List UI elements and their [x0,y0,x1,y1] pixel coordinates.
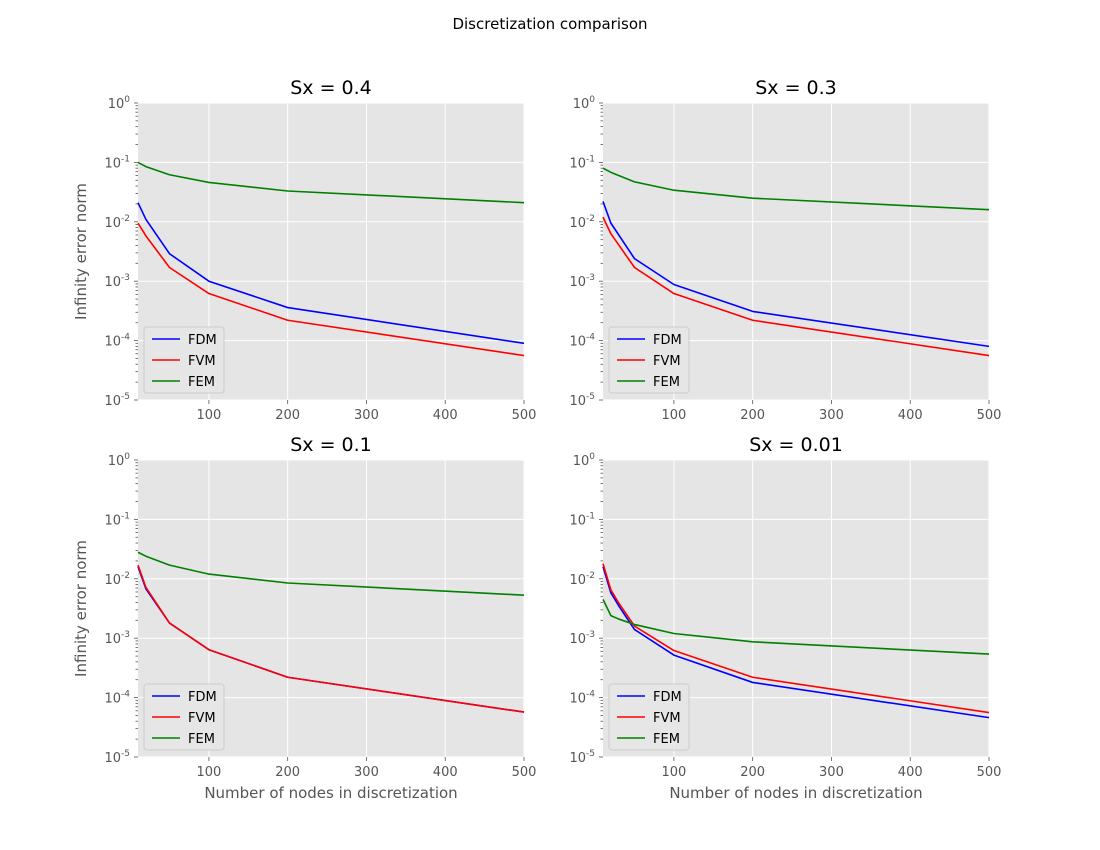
legend-label-fem: FEM [188,732,215,747]
series-line-fvm [137,222,525,357]
x-axis-label: Number of nodes in discretization [204,784,457,802]
y-tick-label: 10-3 [569,273,595,290]
legend: FDM FVM FEM [143,326,225,394]
y-tick-label: 10-4 [569,333,595,350]
y-tick-label: 10-1 [104,511,130,528]
series-line-fem [137,161,525,204]
y-tick-label: 10-2 [104,571,130,588]
y-axis-label: Infinity error norm [72,540,90,677]
x-tick-label: 200 [275,408,300,423]
x-tick-label: 100 [196,765,221,780]
y-tick-label: 10-4 [104,333,130,350]
subplot-title: Sx = 0.3 [755,77,837,99]
x-tick-label: 400 [433,765,458,780]
legend: FDM FVM FEM [608,683,690,751]
y-tick-label: 10-2 [569,571,595,588]
x-tick-label: 400 [433,408,458,423]
x-tick-label: 300 [354,408,379,423]
x-tick-label: 500 [512,765,537,780]
x-tick-label: 500 [512,408,537,423]
legend-label-fdm: FDM [188,333,217,348]
y-tick-label: 10-1 [569,154,595,171]
legend-box [143,326,225,394]
x-tick-label: 500 [977,765,1002,780]
series-line-fem [602,167,990,211]
legend-label-fem: FEM [653,732,680,747]
x-tick-label: 400 [898,765,923,780]
y-tick-label: 100 [573,95,596,112]
figure-suptitle: Discretization comparison [452,15,647,33]
y-tick-label: 10-3 [104,630,130,647]
x-tick-label: 200 [740,408,765,423]
series-line-fdm [602,566,990,719]
y-tick-label: 10-4 [104,690,130,707]
y-tick-label: 10-5 [569,392,595,409]
subplot-title: Sx = 0.01 [749,434,843,456]
legend-label-fvm: FVM [188,354,216,369]
subplot-title: Sx = 0.1 [290,434,372,456]
legend-label-fdm: FDM [653,690,682,705]
y-tick-label: 10-2 [104,214,130,231]
y-tick-label: 10-5 [104,392,130,409]
y-tick-label: 10-3 [104,273,130,290]
x-tick-label: 100 [196,408,221,423]
x-tick-label: 200 [740,765,765,780]
subplot-title: Sx = 0.4 [290,77,372,99]
series-line-fvm [137,564,525,713]
y-axis-label: Infinity error norm [72,183,90,320]
series-line-fem [137,551,525,596]
x-tick-label: 300 [819,765,844,780]
legend-box [608,683,690,751]
subplot-4: 10-5 10-4 10-3 10-2 10-1 100 100 200 300 400 500 Sx… [569,434,1001,802]
legend: FDM FVM FEM [608,326,690,394]
subplot-1: 10-5 10-4 10-3 10-2 10-1 100 100 200 300 400 500 Sx… [72,77,536,423]
series-line-fvm [602,563,990,714]
x-tick-label: 100 [661,408,686,423]
legend-label-fvm: FVM [188,711,216,726]
series-line-fdm [137,202,525,345]
legend-label-fem: FEM [653,375,680,390]
y-tick-label: 10-5 [569,749,595,766]
x-tick-label: 500 [977,408,1002,423]
series-line-fdm [602,201,990,348]
legend-box [608,326,690,394]
legend-label-fdm: FDM [188,690,217,705]
legend-box [143,683,225,751]
series-line-fvm [602,216,990,357]
y-tick-label: 100 [108,452,131,469]
subplot-3: 10-5 10-4 10-3 10-2 10-1 100 100 200 300 400 500 Sx… [72,434,536,802]
subplot-2: 10-5 10-4 10-3 10-2 10-1 100 100 200 300 400 500 Sx… [569,77,1001,423]
legend-label-fdm: FDM [653,333,682,348]
legend: FDM FVM FEM [143,683,225,751]
y-tick-label: 10-1 [104,154,130,171]
legend-label-fem: FEM [188,375,215,390]
y-tick-label: 10-5 [104,749,130,766]
y-tick-label: 10-3 [569,630,595,647]
y-tick-label: 100 [573,452,596,469]
x-tick-label: 300 [819,408,844,423]
y-tick-label: 10-1 [569,511,595,528]
y-tick-label: 10-4 [569,690,595,707]
legend-label-fvm: FVM [653,354,681,369]
x-axis-label: Number of nodes in discretization [669,784,922,802]
x-tick-label: 400 [898,408,923,423]
y-tick-label: 10-2 [569,214,595,231]
series-line-fem [602,599,990,655]
x-tick-label: 200 [275,765,300,780]
x-tick-label: 100 [661,765,686,780]
y-tick-label: 100 [108,95,131,112]
legend-label-fvm: FVM [653,711,681,726]
x-tick-label: 300 [354,765,379,780]
